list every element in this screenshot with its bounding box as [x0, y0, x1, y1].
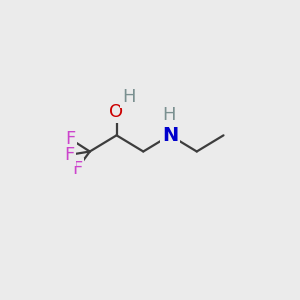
Text: H: H	[123, 88, 136, 106]
Text: N: N	[162, 126, 178, 145]
Text: F: F	[64, 146, 74, 164]
Text: O: O	[110, 103, 124, 121]
Text: H: H	[162, 106, 175, 124]
Text: F: F	[65, 130, 75, 148]
Text: F: F	[72, 160, 82, 178]
